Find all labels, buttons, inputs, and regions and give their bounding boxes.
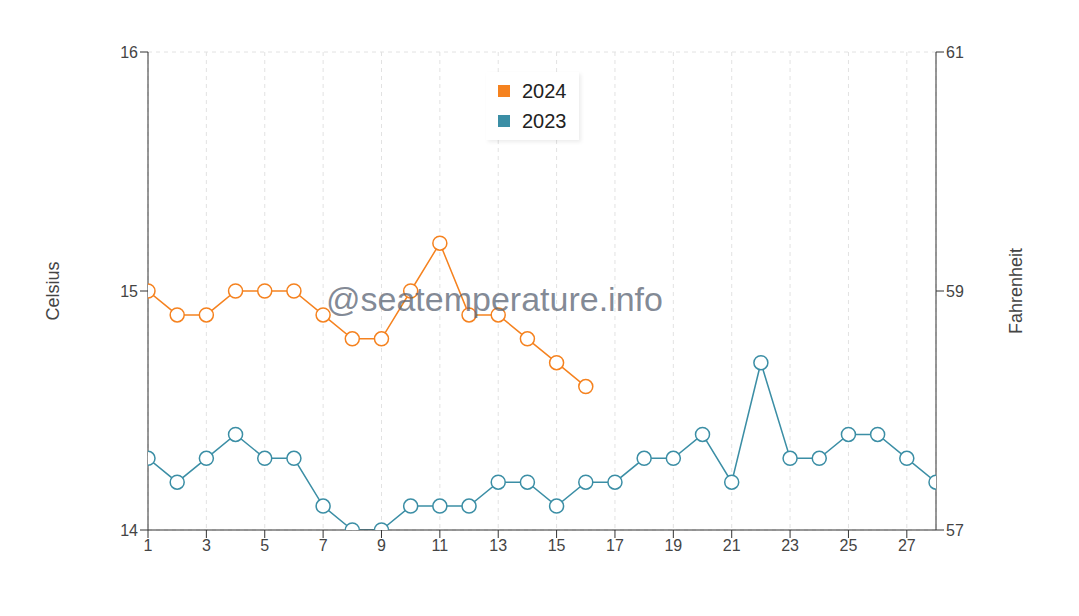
svg-text:15: 15: [548, 537, 566, 554]
svg-text:19: 19: [664, 537, 682, 554]
svg-text:57: 57: [946, 522, 964, 539]
html-text:2024: 2024: [522, 79, 567, 102]
svg-text:17: 17: [606, 537, 624, 554]
svg-text:21: 21: [723, 537, 741, 554]
svg-text:27: 27: [898, 537, 916, 554]
svg-text:3: 3: [202, 537, 211, 554]
svg-text:Celsius: Celsius: [43, 261, 63, 320]
svg-text:23: 23: [781, 537, 799, 554]
svg-text:13: 13: [489, 537, 507, 554]
svg-text:59: 59: [946, 283, 964, 300]
svg-text:7: 7: [319, 537, 328, 554]
svg-text:11: 11: [432, 537, 449, 554]
html-text:2023: 2023: [522, 109, 567, 132]
svg-text:14: 14: [120, 522, 138, 539]
svg-text:15: 15: [120, 283, 138, 300]
html-text:@seatemperature.info: @seatemperature.info: [326, 280, 663, 318]
svg-text:5: 5: [260, 537, 269, 554]
svg-text:16: 16: [120, 44, 138, 61]
svg-text:Fahrenheit: Fahrenheit: [1006, 248, 1026, 334]
svg-text:25: 25: [840, 537, 858, 554]
svg-text:1: 1: [144, 537, 153, 554]
svg-text:61: 61: [946, 44, 964, 61]
svg-text:9: 9: [377, 537, 386, 554]
